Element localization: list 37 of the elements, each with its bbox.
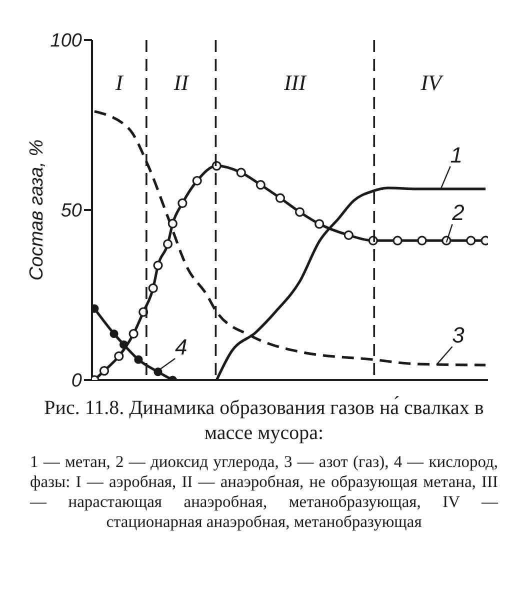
y-tick-label: 50 (60, 200, 82, 222)
point (275, 193, 286, 203)
point (154, 368, 162, 376)
point (294, 207, 305, 217)
annotation: II (172, 70, 190, 95)
y-tick-label: 100 (50, 30, 82, 52)
point (119, 340, 128, 349)
series-label: 1 (450, 142, 462, 168)
point (236, 168, 246, 178)
point (256, 180, 266, 190)
point (148, 283, 158, 293)
point (134, 355, 143, 364)
point (212, 161, 222, 171)
text: Рис. 11.8. Динамика образования газов на́ свалках в массе мусора: (43, 396, 485, 446)
y-tick-label: 0 (71, 370, 82, 392)
point (162, 239, 173, 249)
point (128, 328, 138, 339)
point (192, 176, 202, 186)
text: 1 — метан, 2 — диоксид углерода, 3 — азот (газ), 4 — кислород, фазы: I — аэробная, II — анаэробная, не образующая метана, III — нарастающая анаэробная, метанобразующая, IV — стационарная анаэробная, метанобразующая (30, 452, 498, 532)
point (392, 236, 402, 246)
point (153, 260, 163, 270)
legend-label: 2 (451, 200, 464, 226)
point (99, 366, 110, 376)
point (114, 351, 124, 361)
series-label: 4 (174, 334, 188, 360)
point (417, 236, 427, 246)
annotation: I (114, 70, 125, 95)
annotation: IV (420, 70, 444, 95)
annotation: III (282, 70, 308, 95)
point (466, 236, 476, 246)
point (344, 230, 354, 240)
point (168, 218, 178, 228)
series-label: 3 (452, 322, 466, 348)
y-axis-title: Состав газа, % (26, 139, 48, 281)
point (314, 219, 324, 229)
point (110, 329, 118, 338)
point (178, 198, 188, 208)
